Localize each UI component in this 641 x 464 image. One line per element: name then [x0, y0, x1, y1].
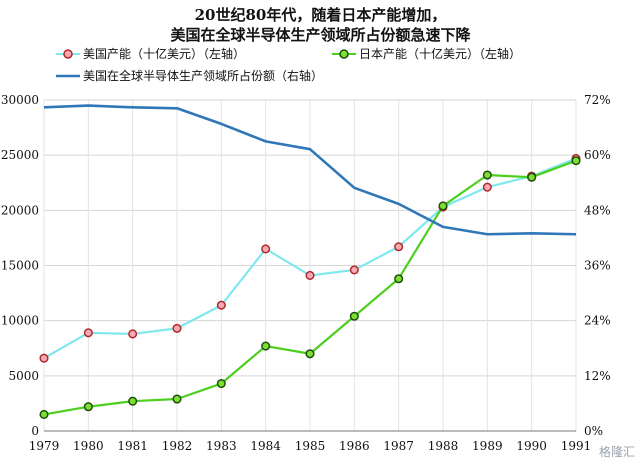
- series-1-point: [349, 311, 359, 321]
- legend-swatch-japan-capacity: [332, 49, 356, 59]
- series-0-point: [172, 323, 182, 333]
- x-tick-label: 1987: [383, 439, 414, 453]
- series-1-point: [216, 379, 226, 389]
- series-1-point: [39, 409, 49, 420]
- y-right-tick-label: 24%: [584, 314, 611, 328]
- x-tick-label: 1985: [295, 439, 326, 453]
- watermark: 格隆汇: [598, 445, 635, 459]
- x-tick-label: 1990: [516, 439, 547, 453]
- y-left-tick-label: 20000: [1, 203, 39, 217]
- y-left-tick-label: 30000: [1, 93, 39, 107]
- series-0-point: [128, 329, 138, 339]
- series-0-point: [482, 182, 492, 192]
- y-left-tick-label: 25000: [1, 148, 39, 162]
- series-line-2: [43, 104, 577, 236]
- series-1-point: [571, 156, 581, 166]
- y-right-tick-label: 36%: [584, 259, 611, 273]
- legend-label-us-share: 美国在全球半导体生产领域所占份额（右轴）: [83, 69, 324, 83]
- y-right-tick-label: 72%: [584, 93, 611, 107]
- chart-subtitle: 美国在全球半导体生产领域所占份额急速下降: [170, 26, 471, 44]
- series-1-point: [394, 274, 404, 284]
- y-right-tick-label: 12%: [584, 369, 611, 383]
- chart-title: 20世纪80年代，随着日本产能增加，: [194, 6, 447, 24]
- y-left-tick-label: 0: [31, 424, 39, 438]
- series-1-point: [527, 172, 537, 182]
- y-right-tick-label: 48%: [584, 203, 611, 217]
- y-left-tick-label: 10000: [1, 314, 39, 328]
- x-tick-label: 1979: [29, 439, 60, 453]
- series-0-point: [305, 270, 315, 280]
- x-tick-label: 1983: [206, 439, 237, 453]
- y-right-tick-label: 60%: [584, 148, 611, 162]
- series-1-point: [261, 341, 271, 351]
- series-1-point: [83, 402, 93, 412]
- x-tick-label: 1981: [117, 439, 148, 453]
- series-0-point: [261, 244, 271, 254]
- series-0-point: [83, 328, 93, 338]
- series-0-point: [216, 300, 226, 310]
- x-tick-label: 1988: [428, 439, 459, 453]
- series-1-point: [128, 396, 138, 406]
- legend-swatch-us-share: [56, 74, 80, 78]
- y-left-tick-label: 5000: [8, 369, 39, 383]
- y-right-tick-label: 0%: [584, 424, 603, 438]
- x-tick-label: 1984: [250, 439, 281, 453]
- legend-label-japan-capacity: 日本产能（十亿美元）（左轴）: [359, 47, 522, 61]
- x-tick-label: 1991: [561, 439, 592, 453]
- x-tick-label: 1989: [472, 439, 503, 453]
- series-1-point: [172, 394, 182, 404]
- x-tick-label: 1982: [162, 439, 193, 453]
- series-0-point: [394, 242, 404, 252]
- x-tick-label: 1986: [339, 439, 370, 453]
- x-tick-label: 1980: [73, 439, 104, 453]
- legend-label-us-capacity: 美国产能（十亿美元）（左轴）: [83, 47, 246, 61]
- legend-swatch-us-capacity: [56, 49, 80, 59]
- series-0-point: [39, 353, 49, 363]
- series-1-point: [438, 201, 448, 211]
- series-1-point: [482, 170, 492, 180]
- y-left-tick-label: 15000: [1, 259, 39, 273]
- series-1-point: [305, 349, 315, 359]
- series-0-point: [349, 265, 359, 275]
